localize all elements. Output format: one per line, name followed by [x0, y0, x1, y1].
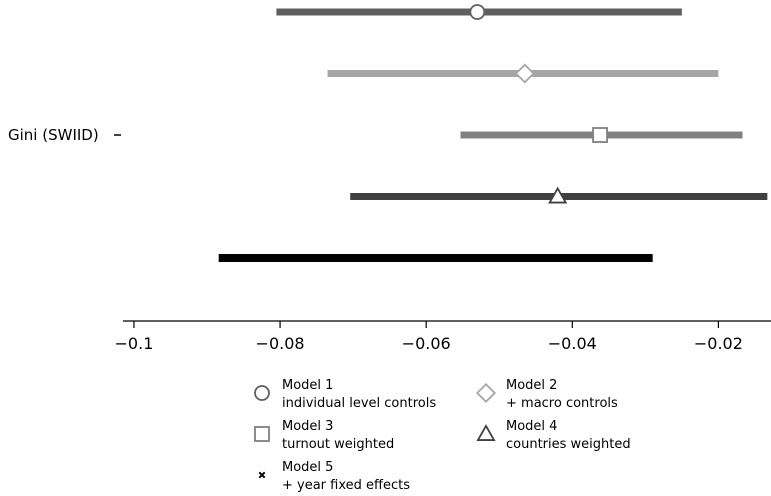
x-tick-label: −0.04: [548, 334, 597, 353]
legend: Model 1 individual level controls Model 2 +…: [254, 378, 631, 493]
legend-subtitle: + macro controls: [506, 396, 618, 411]
estimate-marker-model-3: [592, 127, 608, 143]
legend-name: Model 3: [282, 419, 333, 434]
legend-marker-model-3: [254, 426, 270, 442]
plot-area: [218, 4, 768, 262]
legend-marker-model-4: [476, 424, 496, 441]
estimate-marker-model-1: [469, 4, 486, 20]
legend-subtitle: + year fixed effects: [282, 478, 410, 493]
estimate-marker-model-2: [514, 63, 535, 84]
x-tick-label: −0.06: [402, 334, 451, 353]
legend-subtitle: countries weighted: [506, 437, 631, 452]
legend-item-model-5: Model 5 + year fixed effects: [258, 460, 410, 493]
legend-name: Model 2: [506, 378, 557, 393]
legend-item-model-3: Model 3 turnout weighted: [254, 419, 394, 452]
x-tick-label: −0.08: [256, 334, 305, 353]
legend-marker-model-2: [475, 382, 497, 404]
estimate-marker-model-5: [431, 254, 439, 262]
legend-name: Model 1: [282, 378, 333, 393]
legend-name: Model 4: [506, 419, 557, 434]
legend-marker-model-1: [254, 385, 270, 401]
legend-marker-model-5: [258, 471, 266, 479]
legend-item-model-4: Model 4 countries weighted: [476, 419, 631, 452]
legend-name: Model 5: [282, 460, 333, 475]
legend-subtitle: individual level controls: [282, 396, 436, 411]
legend-subtitle: turnout weighted: [282, 437, 394, 452]
row-label-gini: Gini (SWIID): [8, 126, 99, 144]
x-tick-label: −0.1: [115, 334, 154, 353]
legend-item-model-2: Model 2 + macro controls: [475, 378, 618, 411]
x-axis: −0.1 −0.08 −0.06 −0.04 −0.02: [115, 321, 743, 353]
legend-item-model-1: Model 1 individual level controls: [254, 378, 436, 411]
x-tick-label: −0.02: [694, 334, 743, 353]
estimate-marker-model-4: [548, 186, 568, 204]
